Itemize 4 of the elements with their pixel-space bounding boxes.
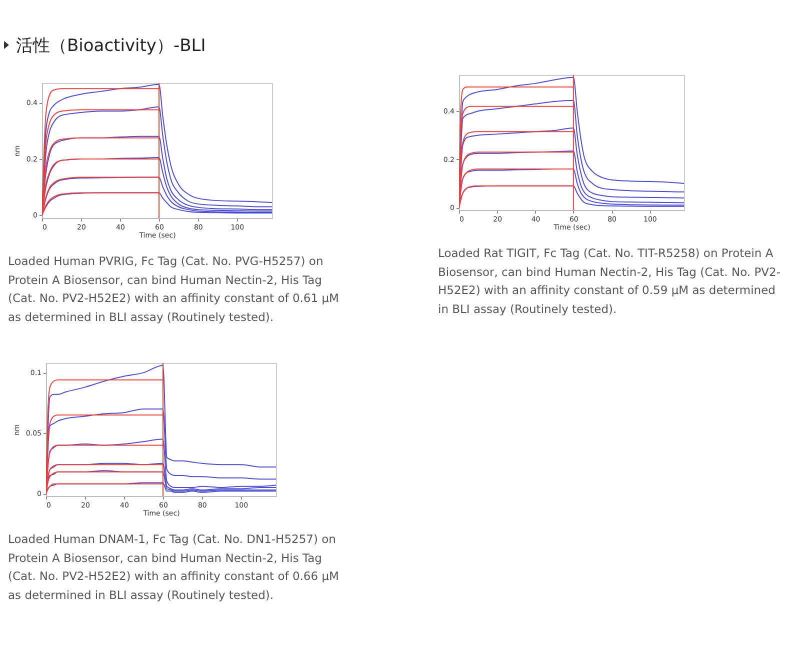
text: Loaded Human PVRIG, Fc Tag (Cat. No. PVG-H5257) on Protein A Biosensor, can bind Human Nectin-2, His Tag (Cat. No. PV2-H52E2) with an affinity constant of 0.61 μM as determined in BLI assay (Routinely tested). — [8, 253, 340, 326]
text: Loaded Human DNAM-1, Fc Tag (Cat. No. DN1-H5257) on Protein A Biosensor, can bind Human Nectin-2, His Tag (Cat. No. PV2-H52E2) with an affinity constant of 0.66 μM as determined in BLI assay (Routinely tested). — [8, 531, 340, 604]
text: Loaded Rat TIGIT, Fc Tag (Cat. No. TIT-R5258) on Protein A Biosensor, can bind Human Nectin-2, His Tag (Cat. No. PV2-H52E2) with an affinity constant of 0.59 μM as determined in BLI assay (Routinely tested). — [438, 245, 782, 318]
chart-title: 活性（Bioactivity）-BLI — [16, 35, 206, 57]
